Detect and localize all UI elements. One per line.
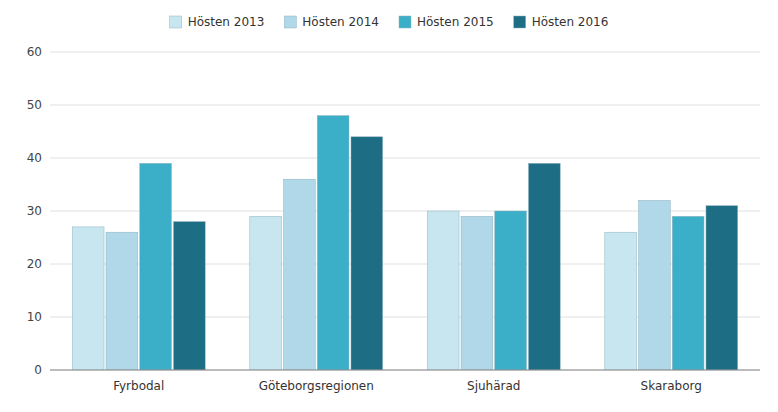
chart-svg: 0 10 20 30 40 50 60 Fyrbodal Göteborgsregionen Sj… bbox=[0, 0, 778, 412]
y-tick-label: 0 bbox=[34, 363, 42, 377]
y-tick-label: 40 bbox=[27, 151, 42, 165]
legend-label: Hösten 2015 bbox=[417, 15, 494, 29]
legend-swatch bbox=[514, 16, 526, 28]
bar bbox=[639, 200, 671, 370]
x-tick-label: Göteborgsregionen bbox=[259, 379, 374, 393]
legend-swatch bbox=[284, 16, 296, 28]
bar bbox=[284, 179, 316, 370]
legend-label: Hösten 2014 bbox=[302, 15, 379, 29]
bar bbox=[528, 163, 560, 370]
y-tick-label: 50 bbox=[27, 98, 42, 112]
legend-item: Hösten 2016 bbox=[514, 15, 609, 29]
legend-swatch bbox=[170, 16, 182, 28]
bar bbox=[495, 211, 527, 370]
x-axis-line bbox=[50, 370, 760, 371]
y-tick-label: 10 bbox=[27, 310, 42, 324]
grid-line bbox=[50, 370, 760, 371]
bar-series bbox=[106, 179, 670, 370]
bar bbox=[672, 216, 704, 370]
y-tick-label: 20 bbox=[27, 257, 42, 271]
bar bbox=[173, 222, 205, 370]
bar bbox=[140, 163, 172, 370]
x-tick-label: Fyrbodal bbox=[113, 379, 164, 393]
legend-item: Hösten 2015 bbox=[399, 15, 494, 29]
legend: Hösten 2013 Hösten 2014 Hösten 2015 Hösten … bbox=[170, 15, 609, 29]
y-grid bbox=[50, 52, 760, 370]
bar bbox=[605, 232, 637, 370]
x-tick-label: Skaraborg bbox=[641, 379, 702, 393]
bar-series bbox=[173, 137, 737, 370]
x-tick-label: Sjuhärad bbox=[467, 379, 520, 393]
bar-series bbox=[140, 116, 704, 370]
legend-item: Hösten 2014 bbox=[284, 15, 379, 29]
grid-line bbox=[50, 52, 760, 53]
y-tick-label: 30 bbox=[27, 204, 42, 218]
bar bbox=[351, 137, 383, 370]
bars bbox=[72, 116, 737, 370]
legend-item: Hösten 2013 bbox=[170, 15, 265, 29]
bar bbox=[461, 216, 493, 370]
bar bbox=[317, 116, 349, 370]
legend-label: Hösten 2016 bbox=[532, 15, 609, 29]
bar bbox=[106, 232, 138, 370]
bar bbox=[706, 206, 738, 370]
grid-line bbox=[50, 105, 760, 106]
legend-swatch bbox=[399, 16, 411, 28]
grid-line bbox=[50, 158, 760, 159]
y-tick-label: 60 bbox=[27, 45, 42, 59]
bar bbox=[72, 227, 104, 370]
bar bbox=[427, 211, 459, 370]
chart-container: 0 10 20 30 40 50 60 Fyrbodal Göteborgsregionen Sj… bbox=[0, 0, 778, 412]
legend-label: Hösten 2013 bbox=[188, 15, 265, 29]
bar bbox=[250, 216, 282, 370]
